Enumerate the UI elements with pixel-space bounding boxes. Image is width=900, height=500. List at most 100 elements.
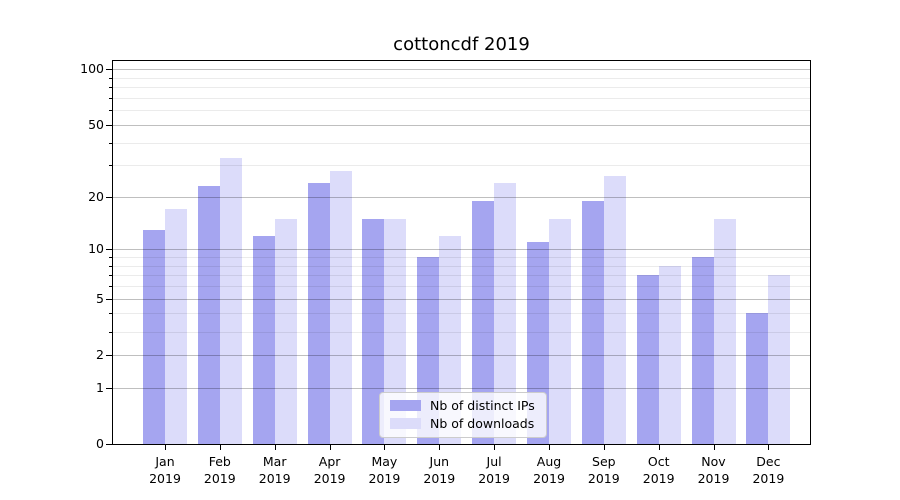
y-tick-1	[106, 387, 112, 389]
gridlines-layer	[113, 61, 810, 444]
x-label-year: 2019	[423, 471, 456, 486]
x-label-year: 2019	[533, 471, 565, 486]
x-tick-label-nov: Nov 2019	[682, 453, 746, 487]
gridline-major-1	[113, 387, 810, 389]
y-minor-tick-60	[109, 110, 112, 112]
x-tick-label-jun: Jun 2019	[407, 453, 471, 487]
x-label-month: Jul	[486, 454, 502, 469]
y-tick-10	[106, 249, 112, 251]
bar-distinct-ips-jan	[143, 229, 165, 444]
x-tick-label-apr: Apr 2019	[298, 453, 362, 487]
plot-area	[112, 60, 811, 445]
bar-downloads-jul	[494, 182, 517, 444]
x-label-month: Dec	[756, 454, 781, 469]
bar-downloads-jan	[165, 209, 187, 444]
y-tick-20	[106, 196, 112, 198]
bar-downloads-jun	[439, 235, 462, 444]
x-tick-jan	[165, 444, 166, 450]
x-tick-aug	[549, 444, 550, 450]
x-tick-label-mar: Mar 2019	[243, 453, 307, 487]
bar-distinct-ips-dec	[746, 313, 769, 444]
gridline-minor-4	[113, 313, 810, 315]
gridline-major-10	[113, 249, 810, 251]
gridline-major-20	[113, 196, 810, 198]
x-tick-label-jul: Jul 2019	[462, 453, 526, 487]
y-tick-label-50: 50	[88, 116, 104, 132]
bar-downloads-dec	[768, 275, 791, 444]
y-minor-tick-3	[109, 331, 112, 333]
y-minor-tick-8	[109, 265, 112, 267]
x-tick-apr	[329, 444, 331, 450]
bar-downloads-apr	[329, 170, 352, 444]
x-tick-may	[384, 444, 386, 450]
gridline-major-50	[113, 124, 810, 126]
bar-downloads-mar	[274, 218, 297, 444]
x-label-month: Aug	[536, 454, 562, 469]
y-tick-label-10: 10	[88, 241, 104, 257]
x-tick-nov	[713, 444, 715, 450]
y-tick-0	[106, 444, 112, 445]
gridline-major-5	[113, 298, 810, 300]
x-label-year: 2019	[203, 471, 236, 486]
y-tick-100	[106, 69, 112, 71]
x-tick-oct	[658, 444, 660, 450]
gridline-major-2	[113, 354, 810, 356]
y-minor-tick-30	[109, 165, 112, 167]
gridline-minor-40	[113, 142, 810, 144]
gridline-minor-30	[113, 165, 810, 167]
x-tick-label-sep: Sep 2019	[572, 453, 636, 487]
y-minor-tick-7	[109, 275, 112, 277]
legend-swatch-downloads	[390, 418, 421, 429]
x-tick-label-dec: Dec 2019	[736, 453, 800, 487]
gridline-minor-8	[113, 265, 810, 267]
gridline-minor-60	[113, 110, 810, 112]
bar-distinct-ips-oct	[636, 275, 659, 444]
y-tick-50	[106, 124, 112, 126]
y-tick-label-0: 0	[96, 436, 104, 451]
x-tick-jul	[494, 444, 496, 450]
x-tick-jun	[439, 444, 441, 450]
y-tick-label-1: 1	[96, 379, 104, 395]
x-tick-label-jan: Jan 2019	[133, 453, 197, 487]
legend-swatch-distinct-ips	[390, 400, 421, 411]
x-tick-label-aug: Aug 2019	[517, 453, 581, 487]
legend-item-downloads: Nb of downloads	[390, 416, 535, 431]
bar-distinct-ips-nov	[691, 257, 714, 444]
x-tick-feb	[219, 444, 221, 450]
x-label-month: Oct	[647, 454, 670, 469]
y-tick-label-2: 2	[96, 346, 104, 362]
gridline-minor-9	[113, 257, 810, 259]
x-label-year: 2019	[697, 471, 730, 486]
y-minor-tick-40	[109, 142, 112, 144]
x-tick-label-feb: Feb 2019	[188, 453, 252, 487]
y-tick-label-20: 20	[88, 188, 104, 204]
bar-downloads-aug	[548, 218, 571, 444]
y-minor-tick-6	[109, 286, 112, 288]
bars-layer	[113, 61, 810, 444]
gridline-minor-80	[113, 87, 810, 89]
bar-distinct-ips-jul	[472, 200, 495, 444]
y-tick-label-100: 100	[80, 61, 104, 77]
gridline-minor-70	[113, 98, 810, 99]
x-label-year: 2019	[642, 471, 675, 486]
y-minor-tick-4	[109, 313, 112, 315]
y-minor-tick-9	[109, 257, 112, 259]
x-tick-dec	[768, 444, 770, 450]
x-label-year: 2019	[149, 471, 181, 486]
bar-distinct-ips-mar	[252, 235, 275, 444]
bar-distinct-ips-may	[362, 218, 385, 444]
bar-downloads-feb	[219, 157, 242, 444]
legend-label-distinct-ips: Nb of distinct IPs	[430, 398, 535, 413]
x-label-month: Jun	[429, 454, 450, 469]
bar-downloads-may	[384, 218, 407, 444]
x-label-year: 2019	[587, 471, 620, 486]
bar-distinct-ips-feb	[197, 186, 220, 444]
x-label-year: 2019	[258, 471, 291, 486]
x-label-month: Feb	[208, 454, 231, 469]
bar-distinct-ips-sep	[581, 200, 604, 444]
chart-title: cottoncdf 2019	[393, 34, 530, 55]
x-label-month: May	[371, 454, 398, 469]
x-tick-mar	[274, 444, 276, 450]
gridline-minor-3	[113, 331, 810, 333]
